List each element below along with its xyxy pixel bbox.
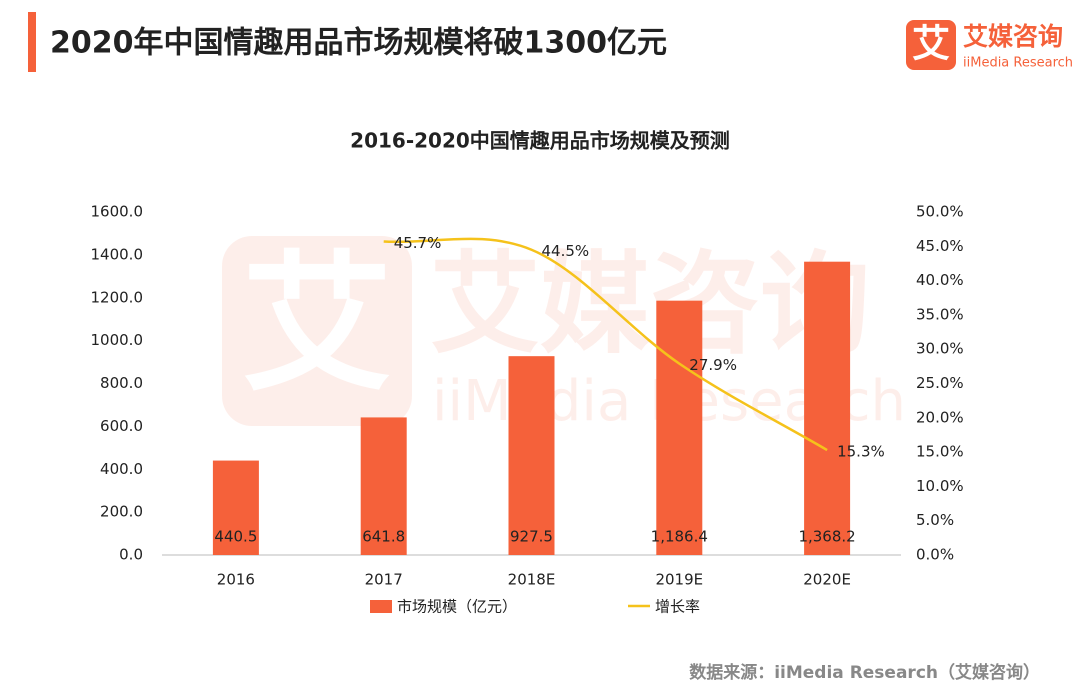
growth-line — [383, 237, 828, 452]
x-tick-label: 2017 — [365, 571, 403, 589]
y-tick-label: 1200.0 — [91, 288, 144, 306]
bar — [804, 261, 851, 555]
bar — [360, 417, 407, 555]
y-tick-label: 600.0 — [100, 417, 143, 435]
x-tick-label: 2019E — [655, 571, 703, 589]
logo-cn: 艾媒咨询 — [963, 22, 1063, 51]
line-value-label: 44.5% — [542, 242, 590, 260]
page-title: 2020年中国情趣用品市场规模将破1300亿元 — [50, 26, 667, 61]
x-tick-label: 2016 — [217, 571, 255, 589]
title-accent — [28, 12, 36, 72]
y2-tick-label: 10.0% — [916, 477, 964, 495]
y2-tick-label: 20.0% — [916, 408, 964, 426]
y-tick-label: 1000.0 — [91, 331, 144, 349]
y-tick-label: 200.0 — [100, 503, 143, 521]
bar — [212, 460, 259, 555]
line-value-label: 15.3% — [837, 443, 885, 461]
y2-tick-label: 50.0% — [916, 203, 964, 221]
y-tick-label: 800.0 — [100, 374, 143, 392]
line-value-label: 45.7% — [394, 234, 442, 252]
watermark-icon-text: 艾 — [242, 238, 392, 412]
bar-value-label: 1,368.2 — [798, 528, 855, 546]
y2-tick-label: 40.0% — [916, 271, 964, 289]
watermark-icon — [222, 236, 412, 426]
logo-en: iiMedia Research — [963, 56, 1073, 71]
line-value-label: 27.9% — [689, 356, 737, 374]
y-tick-label: 0.0 — [119, 546, 143, 564]
bar-value-label: 440.5 — [214, 528, 257, 546]
legend-swatch — [370, 600, 392, 613]
bar-value-label: 641.8 — [362, 528, 405, 546]
watermark: 艾 艾媒咨询 iiMedia Research — [222, 236, 906, 434]
legend-label: 增长率 — [655, 598, 700, 616]
bar-value-label: 927.5 — [510, 528, 553, 546]
watermark-cn: 艾媒咨询 — [430, 240, 870, 368]
logo-icon — [906, 20, 956, 70]
y-tick-label: 400.0 — [100, 460, 143, 478]
y2-tick-label: 30.0% — [916, 340, 964, 358]
source: 数据来源：iiMedia Research（艾媒咨询） — [689, 662, 1040, 683]
logo-icon-text: 艾 — [912, 22, 950, 66]
chart-title: 2016-2020中国情趣用品市场规模及预测 — [350, 129, 730, 153]
y-tick-label: 1600.0 — [91, 203, 144, 221]
x-tick-label: 2018E — [508, 571, 556, 589]
bar — [508, 356, 555, 555]
bar-value-label: 1,186.4 — [651, 528, 708, 546]
y2-tick-label: 25.0% — [916, 374, 964, 392]
legend-label: 市场规模（亿元） — [397, 598, 517, 616]
y2-tick-label: 5.0% — [916, 511, 954, 529]
bar — [656, 300, 703, 555]
y-tick-label: 1400.0 — [91, 245, 144, 263]
y2-tick-label: 45.0% — [916, 237, 964, 255]
y2-tick-label: 0.0% — [916, 546, 954, 564]
y2-tick-label: 15.0% — [916, 443, 964, 461]
x-tick-label: 2020E — [803, 571, 851, 589]
y2-tick-label: 35.0% — [916, 305, 964, 323]
